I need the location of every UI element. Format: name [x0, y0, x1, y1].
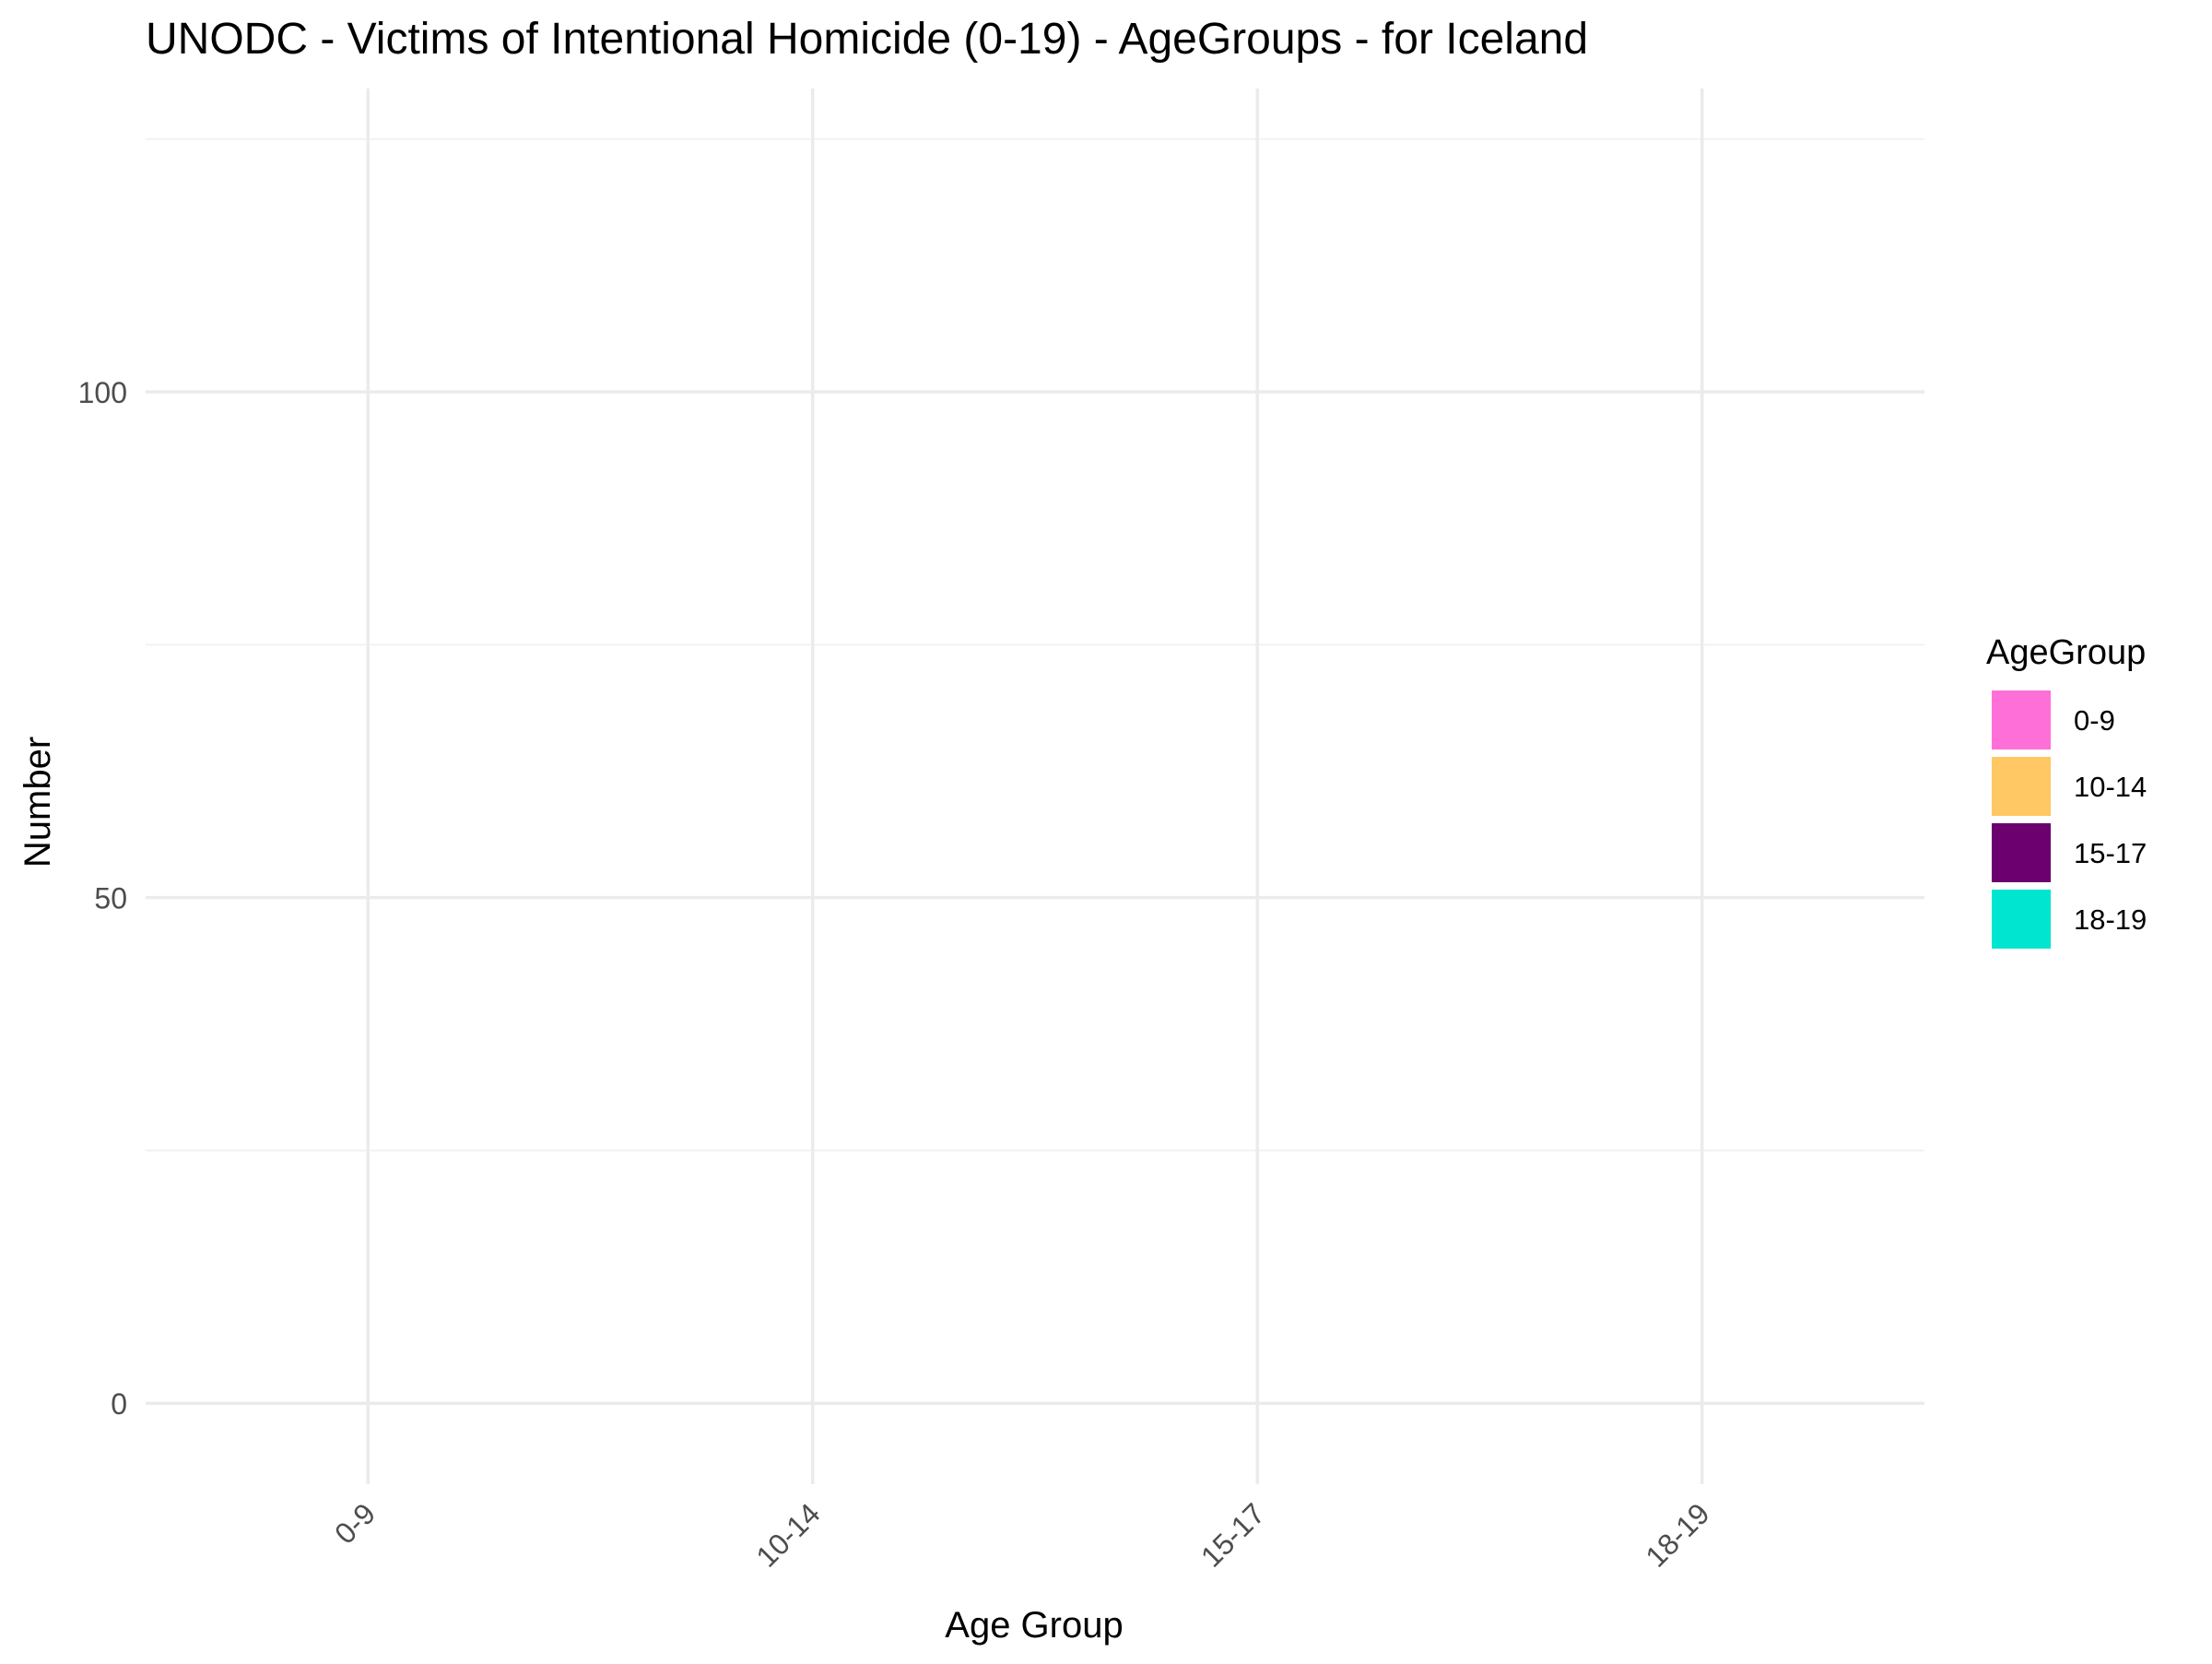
y-tick-label: 0 — [111, 1387, 127, 1421]
legend-key-15-17 — [1990, 821, 2053, 884]
y-tick-label: 50 — [94, 882, 127, 915]
x-tick-label: 15-17 — [1194, 1496, 1271, 1573]
x-tick-label: 10-14 — [749, 1496, 826, 1573]
legend-title: AgeGroup — [1986, 633, 2146, 672]
axis-layer: 0 50 100 0-9 10-14 15-17 18-19 — [78, 376, 1716, 1574]
x-tick-label: 0-9 — [328, 1496, 382, 1550]
legend: AgeGroup 0-9 10-14 15-17 18-19 — [1986, 633, 2147, 950]
legend-label-10-14: 10-14 — [2074, 771, 2147, 803]
legend-key-18-19 — [1990, 888, 2053, 950]
legend-label-15-17: 15-17 — [2074, 837, 2147, 869]
grid-layer — [146, 89, 1924, 1484]
legend-label-0-9: 0-9 — [2074, 704, 2115, 737]
y-tick-label: 100 — [78, 376, 127, 409]
y-axis-title: Number — [18, 737, 58, 867]
chart-title: UNODC - Victims of Intentional Homicide … — [146, 15, 1588, 64]
x-tick-label: 18-19 — [1639, 1496, 1715, 1573]
x-axis-title: Age Group — [945, 1605, 1123, 1646]
legend-key-10-14 — [1990, 755, 2053, 818]
legend-label-18-19: 18-19 — [2074, 903, 2147, 936]
legend-key-0-9 — [1990, 689, 2053, 751]
legend-items: 0-9 10-14 15-17 18-19 — [1990, 689, 2147, 950]
